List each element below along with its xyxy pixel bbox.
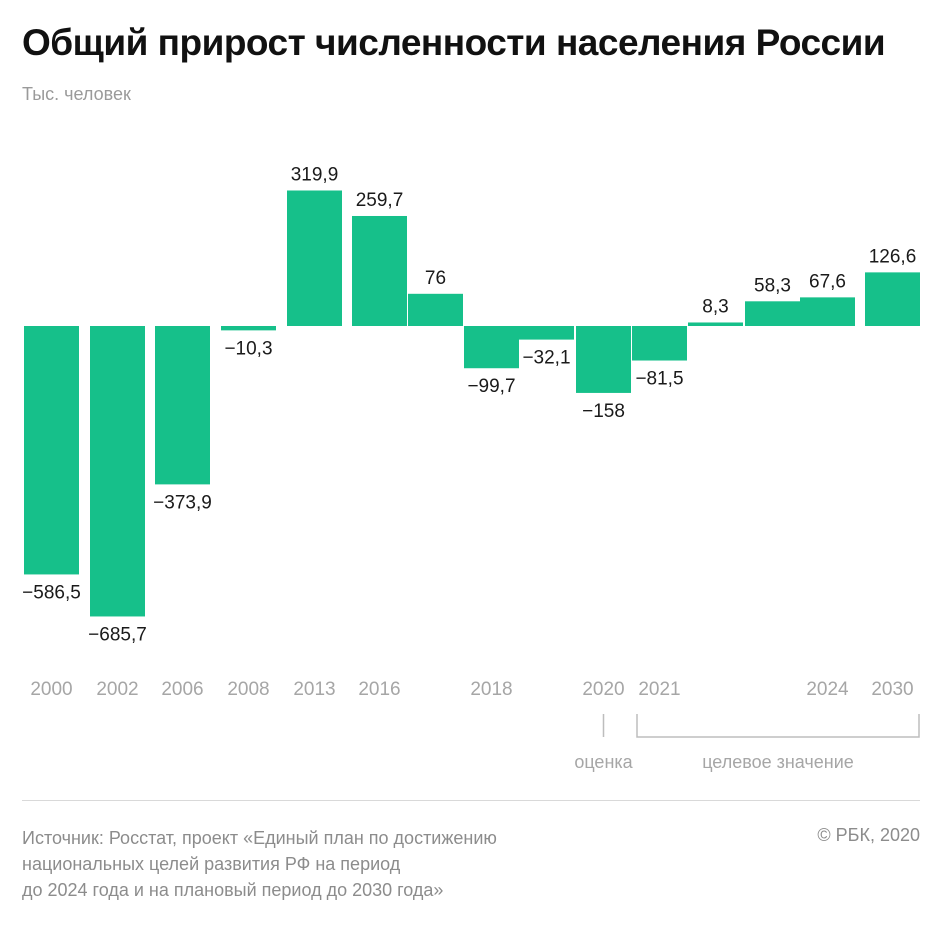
- bar-2013: [287, 190, 342, 326]
- value-label: 67,6: [809, 271, 846, 292]
- x-tick-label: 2013: [293, 679, 335, 700]
- bar-series-8: [519, 326, 574, 340]
- x-tick-label: 2006: [161, 679, 203, 700]
- value-label: −158: [582, 401, 625, 422]
- bar-2006: [155, 326, 210, 485]
- bar-series-11: [688, 322, 743, 326]
- bar-2002: [90, 326, 145, 617]
- x-tick-label: 2008: [227, 679, 269, 700]
- bar-2021: [632, 326, 687, 361]
- value-label: 76: [425, 268, 446, 289]
- copyright-text: © РБК, 2020: [817, 825, 920, 845]
- value-label: −81,5: [635, 369, 683, 390]
- annotation-estimate: оценка: [574, 752, 633, 772]
- bar-2030: [865, 272, 920, 326]
- value-label: 58,3: [754, 275, 791, 296]
- x-tick-label: 2020: [582, 679, 624, 700]
- bar-2020: [576, 326, 631, 393]
- value-label: −685,7: [88, 624, 147, 645]
- source-line: до 2024 года и на плановый период до 203…: [22, 880, 444, 900]
- x-tick-label: 2024: [806, 679, 849, 700]
- value-label: 126,6: [869, 246, 917, 267]
- value-label: −10,3: [224, 338, 272, 359]
- value-label: −99,7: [467, 376, 515, 397]
- source-note: Источник: Росстат, проект «Единый план п…: [22, 825, 622, 903]
- bar-2018: [464, 326, 519, 369]
- value-label: 8,3: [702, 296, 728, 317]
- target-bracket: [636, 714, 920, 738]
- bar-2000: [24, 326, 79, 575]
- value-label: −373,9: [153, 492, 212, 513]
- footer-divider: [22, 800, 920, 801]
- x-tick-label: 2016: [358, 679, 400, 700]
- value-label: −32,1: [522, 348, 570, 369]
- source-line: Источник: Росстат, проект «Единый план п…: [22, 828, 497, 848]
- x-tick-label: 2002: [96, 679, 138, 700]
- x-tick-label: 2021: [638, 679, 680, 700]
- x-tick-label: 2030: [871, 679, 913, 700]
- value-label: −586,5: [22, 582, 81, 603]
- chart-subtitle: Тыс. человек: [22, 84, 131, 104]
- bar-2008: [221, 326, 276, 331]
- bar-series-6: [408, 293, 463, 326]
- bar-2016: [352, 215, 407, 326]
- bar-chart: −586,5 −685,7 −373,9 −10,3 319,9 259,7 76 −99,7…: [22, 164, 920, 772]
- value-label: 319,9: [291, 164, 339, 185]
- bar-2024: [800, 297, 855, 326]
- value-label: 259,7: [356, 190, 404, 211]
- annotation-target: целевое значение: [702, 752, 854, 772]
- chart-title: Общий прирост численности населения Росс…: [22, 22, 886, 63]
- source-line: национальных целей развития РФ на период: [22, 854, 401, 874]
- x-tick-label: 2000: [30, 679, 72, 700]
- x-tick-label: 2018: [470, 679, 512, 700]
- bar-series-12: [745, 301, 800, 326]
